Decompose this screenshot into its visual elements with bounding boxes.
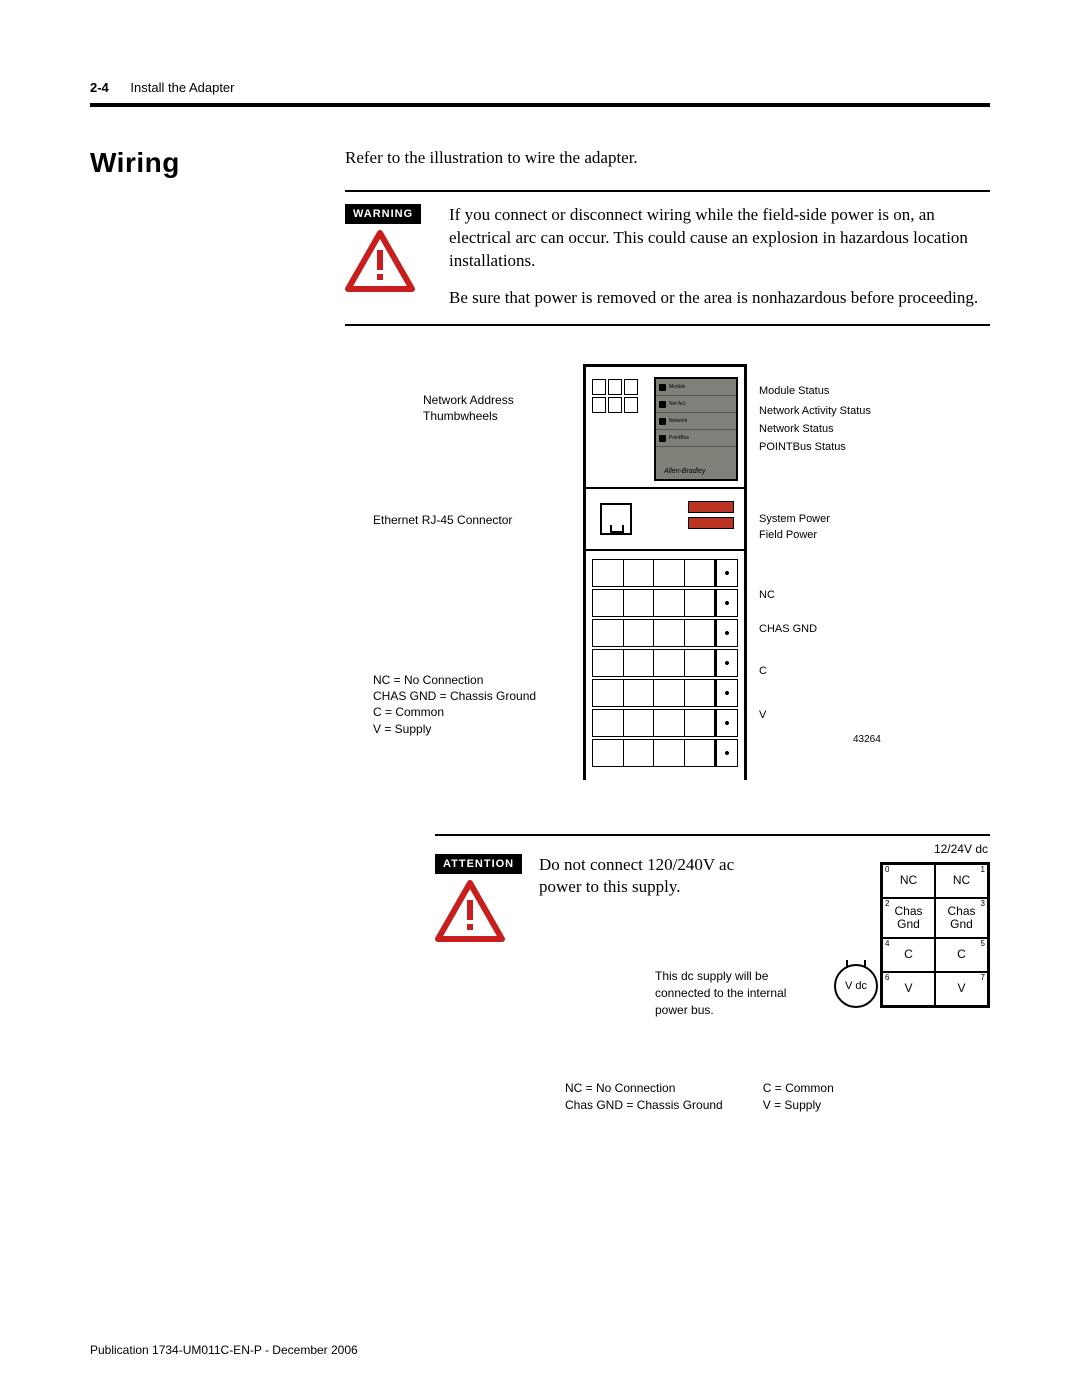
thumbwheels bbox=[592, 379, 638, 413]
warning-left: WARNING bbox=[345, 204, 435, 292]
label-module-status: Module Status bbox=[759, 384, 829, 399]
label-c: C bbox=[759, 664, 767, 679]
terminal-grid: 12/24V dc 0NC 1NC 2Chas Gnd 3Chas Gnd 4C… bbox=[880, 862, 990, 1008]
page-number: 2-4 bbox=[90, 80, 109, 95]
label-v: V bbox=[759, 708, 766, 723]
terminal-grid-header: 12/24V dc bbox=[934, 842, 988, 856]
warning-p2: Be sure that power is removed or the are… bbox=[449, 287, 990, 310]
page: 2-4 Install the Adapter Wiring Refer to … bbox=[0, 0, 1080, 1154]
section-title: Install the Adapter bbox=[130, 80, 234, 95]
key-left: NC = No Connection Chas GND = Chassis Gr… bbox=[565, 1080, 723, 1114]
label-nc: NC bbox=[759, 588, 775, 603]
label-sys-power: System Power bbox=[759, 512, 830, 527]
side-heading-col: Wiring bbox=[90, 147, 345, 179]
label-field-power: Field Power bbox=[759, 528, 817, 543]
running-head: 2-4 Install the Adapter bbox=[90, 80, 990, 95]
terminal-block bbox=[586, 551, 744, 781]
warning-callout: WARNING If you connect or disconnect wir… bbox=[345, 190, 990, 326]
terminal-key: NC = No Connection Chas GND = Chassis Gr… bbox=[565, 1080, 990, 1114]
heading-wiring: Wiring bbox=[90, 147, 345, 179]
rj45-port bbox=[600, 503, 632, 535]
dc-supply-note: This dc supply will be connected to the … bbox=[655, 968, 815, 1018]
status-led-panel: Module Net Act Network PointBus Allen-Br… bbox=[654, 377, 738, 481]
attention-text: Do not connect 120/240V ac power to this… bbox=[539, 854, 749, 898]
wiring-diagram: Module Net Act Network PointBus Allen-Br… bbox=[373, 364, 990, 784]
module-top: Module Net Act Network PointBus Allen-Br… bbox=[586, 367, 744, 489]
label-rj45: Ethernet RJ-45 Connector bbox=[373, 512, 573, 528]
module-mid bbox=[586, 489, 744, 551]
intro-text: Refer to the illustration to wire the ad… bbox=[345, 147, 990, 168]
warning-p1: If you connect or disconnect wiring whil… bbox=[449, 204, 990, 273]
key-right: C = Common V = Supply bbox=[763, 1080, 834, 1114]
main-col: Refer to the illustration to wire the ad… bbox=[345, 147, 990, 1114]
label-chas: CHAS GND bbox=[759, 622, 817, 637]
publication-footer: Publication 1734-UM011C-EN-P - December … bbox=[90, 1343, 358, 1357]
attention-triangle-icon bbox=[435, 880, 505, 942]
brand-label: Allen-Bradley bbox=[664, 468, 706, 475]
label-net-status: Network Status bbox=[759, 422, 834, 437]
label-legend: NC = No Connection CHAS GND = Chassis Gr… bbox=[373, 672, 583, 737]
attention-block: ATTENTION Do not connect 120/240V ac pow… bbox=[435, 834, 990, 1114]
power-leds bbox=[688, 501, 734, 533]
label-net-activity: Network Activity Status bbox=[759, 404, 871, 419]
label-pointbus: POINTBus Status bbox=[759, 440, 846, 455]
vdc-symbol: V dc bbox=[834, 964, 878, 1008]
warning-text: If you connect or disconnect wiring whil… bbox=[449, 204, 990, 310]
warning-triangle-icon bbox=[345, 230, 415, 292]
figure-ref: 43264 bbox=[853, 734, 881, 745]
content: Wiring Refer to the illustration to wire… bbox=[90, 147, 990, 1114]
warning-badge: WARNING bbox=[345, 204, 421, 224]
adapter-module: Module Net Act Network PointBus Allen-Br… bbox=[583, 364, 747, 780]
label-thumbwheels: Network Address Thumbwheels bbox=[423, 392, 573, 424]
attention-left: ATTENTION bbox=[435, 854, 525, 942]
attention-badge: ATTENTION bbox=[435, 854, 522, 874]
rule-top bbox=[90, 103, 990, 107]
